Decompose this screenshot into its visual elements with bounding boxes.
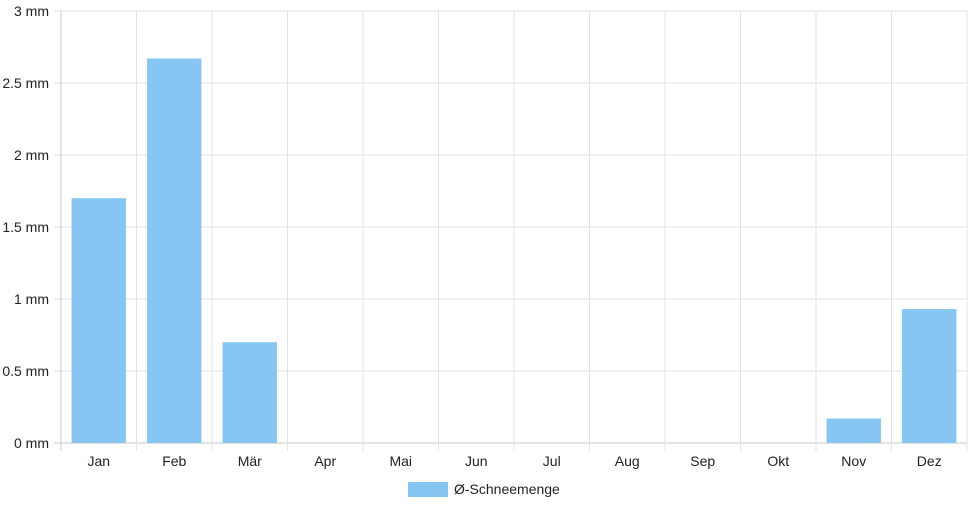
x-tick-label: Sep [690,453,715,469]
x-tick-label: Dez [917,453,942,469]
grid-lines [54,10,968,451]
legend[interactable]: Ø-Schneemenge [408,481,560,497]
y-tick-label: 0 mm [14,435,49,451]
bar[interactable] [222,342,277,443]
bar[interactable] [902,309,957,443]
x-tick-label: Jul [543,453,561,469]
y-tick-label: 3 mm [14,3,49,19]
bar[interactable] [71,198,126,443]
y-tick-label: 2.5 mm [2,75,49,91]
x-tick-label: Jan [87,453,110,469]
legend-swatch [408,481,448,497]
y-tick-label: 1.5 mm [2,219,49,235]
x-tick-label: Jun [465,453,488,469]
legend-label: Ø-Schneemenge [454,481,560,497]
y-tick-label: 2 mm [14,147,49,163]
x-tick-label: Aug [615,453,640,469]
y-axis-ticks: 0 mm 0.5 mm 1 mm 1.5 mm 2 mm 2.5 mm 3 mm [2,3,49,451]
x-tick-label: Mär [238,453,262,469]
y-tick-label: 1 mm [14,291,49,307]
x-tick-label: Feb [162,453,186,469]
x-tick-label: Okt [767,453,789,469]
x-tick-label: Apr [314,453,336,469]
y-tick-label: 0.5 mm [2,363,49,379]
x-tick-label: Nov [841,453,866,469]
bar[interactable] [826,418,881,443]
x-axis-ticks: Jan Feb Mär Apr Mai Jun Jul Aug Sep Okt Nov Dez [87,453,941,469]
x-tick-label: Mai [389,453,412,469]
bars [71,58,957,444]
bar[interactable] [147,58,202,444]
